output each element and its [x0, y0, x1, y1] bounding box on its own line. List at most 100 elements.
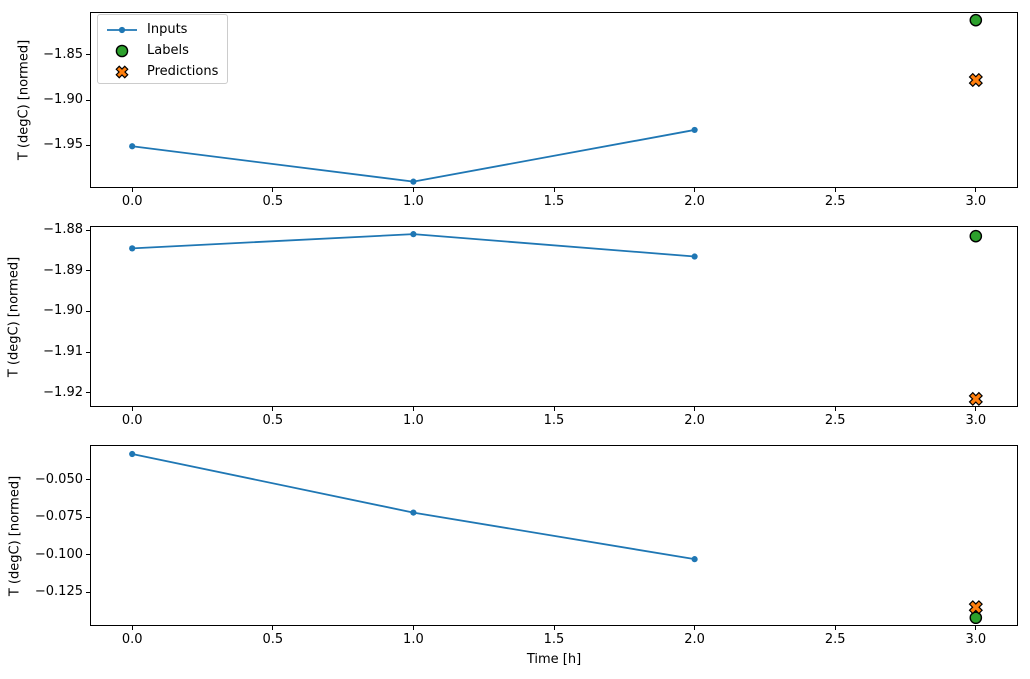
- plot-area: [90, 226, 1018, 407]
- y-tick-label: −1.91: [43, 344, 83, 360]
- labels-circle-swatch-icon: [105, 42, 139, 60]
- x-tick-label: 2.5: [824, 194, 846, 209]
- x-tick-label: 1.0: [403, 413, 424, 428]
- y-tick-label: −1.85: [43, 46, 83, 62]
- legend-label-inputs: Inputs: [147, 22, 188, 37]
- axes-spines: [90, 445, 1018, 626]
- x-tick: [272, 188, 274, 192]
- legend-item-inputs: Inputs: [105, 19, 227, 40]
- axes: [90, 226, 1018, 407]
- x-tick-label: 2.5: [824, 413, 846, 428]
- y-tick: [86, 229, 90, 231]
- x-tick: [412, 407, 414, 411]
- x-tick-label: 2.5: [824, 632, 846, 647]
- y-tick: [86, 554, 90, 556]
- x-tick-label: 1.0: [403, 632, 424, 647]
- x-tick: [131, 407, 133, 411]
- legend-item-predictions: Predictions: [105, 61, 227, 82]
- x-tick-label: 3.0: [965, 632, 987, 647]
- x-tick-label: 3.0: [965, 194, 987, 209]
- x-tick-label: 1.5: [543, 632, 565, 647]
- x-tick: [553, 188, 555, 192]
- inputs-line: [131, 453, 696, 561]
- predictions-marker: [968, 72, 983, 88]
- axes-spines: [90, 12, 1018, 188]
- inputs-point-marker: [691, 253, 698, 260]
- inputs-point-marker: [129, 143, 136, 150]
- x-tick: [975, 407, 977, 411]
- plot-area: [90, 12, 1018, 188]
- x-tick: [975, 626, 977, 630]
- x-tick-label: 0.5: [262, 194, 284, 209]
- predictions-marker: [968, 391, 983, 407]
- y-tick: [86, 479, 90, 481]
- x-tick-label: 0.0: [121, 413, 143, 428]
- legend-label-predictions: Predictions: [147, 64, 219, 79]
- labels-marker: [969, 611, 983, 625]
- x-tick-label: 0.5: [262, 632, 284, 647]
- axes: [90, 445, 1018, 626]
- x-tick: [272, 626, 274, 630]
- x-tick: [412, 188, 414, 192]
- x-tick: [412, 626, 414, 630]
- inputs-line-swatch-icon: [105, 21, 139, 39]
- y-tick-label: −0.100: [34, 546, 83, 562]
- x-tick: [694, 626, 696, 630]
- x-tick-label: 0.0: [121, 632, 143, 647]
- x-tick-label: 1.5: [543, 413, 565, 428]
- y-tick: [86, 392, 90, 394]
- x-tick-label: 1.5: [543, 194, 565, 209]
- y-tick-label: −1.89: [43, 262, 83, 278]
- x-tick: [553, 407, 555, 411]
- legend: Inputs Labels Predictions: [97, 14, 228, 84]
- x-tick: [131, 188, 133, 192]
- y-tick: [86, 144, 90, 146]
- x-axis-label: Time [h]: [526, 652, 582, 667]
- y-tick-label: −1.88: [43, 222, 83, 238]
- y-axis-label: T (degC) [normed]: [7, 475, 23, 596]
- x-tick: [272, 407, 274, 411]
- y-tick-label: −0.125: [34, 584, 83, 600]
- x-tick: [131, 626, 133, 630]
- inputs-point-marker: [410, 509, 417, 516]
- x-tick-label: 2.0: [684, 632, 705, 647]
- x-tick-label: 3.0: [965, 413, 987, 428]
- legend-label-labels: Labels: [147, 43, 189, 58]
- axes-spines: [90, 226, 1018, 407]
- x-tick: [834, 188, 836, 192]
- x-tick-label: 1.0: [403, 194, 424, 209]
- legend-item-labels: Labels: [105, 40, 227, 61]
- predictions-x-swatch-icon: [105, 63, 139, 81]
- x-tick-label: 0.5: [262, 413, 284, 428]
- x-tick: [834, 626, 836, 630]
- x-tick: [694, 407, 696, 411]
- y-tick: [86, 270, 90, 272]
- x-tick: [975, 188, 977, 192]
- y-tick: [86, 351, 90, 353]
- y-tick-label: −1.92: [43, 384, 83, 400]
- y-tick: [86, 99, 90, 101]
- predictions-marker: [968, 600, 983, 615]
- inputs-point-marker: [691, 126, 698, 134]
- x-tick-label: 2.0: [684, 413, 705, 428]
- labels-marker: [969, 13, 983, 27]
- inputs-point-marker: [129, 450, 136, 458]
- plot-area: [90, 445, 1018, 626]
- inputs-point-marker: [129, 245, 136, 252]
- y-tick-label: −0.075: [34, 509, 83, 525]
- x-tick-label: 2.0: [684, 194, 705, 209]
- x-tick: [694, 188, 696, 192]
- axes: [90, 12, 1018, 188]
- y-tick-label: −1.90: [43, 92, 83, 107]
- x-tick: [834, 407, 836, 411]
- y-tick: [86, 591, 90, 593]
- y-tick: [86, 516, 90, 518]
- x-tick-label: 0.0: [121, 194, 143, 209]
- labels-marker: [969, 229, 983, 243]
- y-tick-label: −1.95: [43, 137, 83, 153]
- inputs-point-marker: [410, 231, 417, 238]
